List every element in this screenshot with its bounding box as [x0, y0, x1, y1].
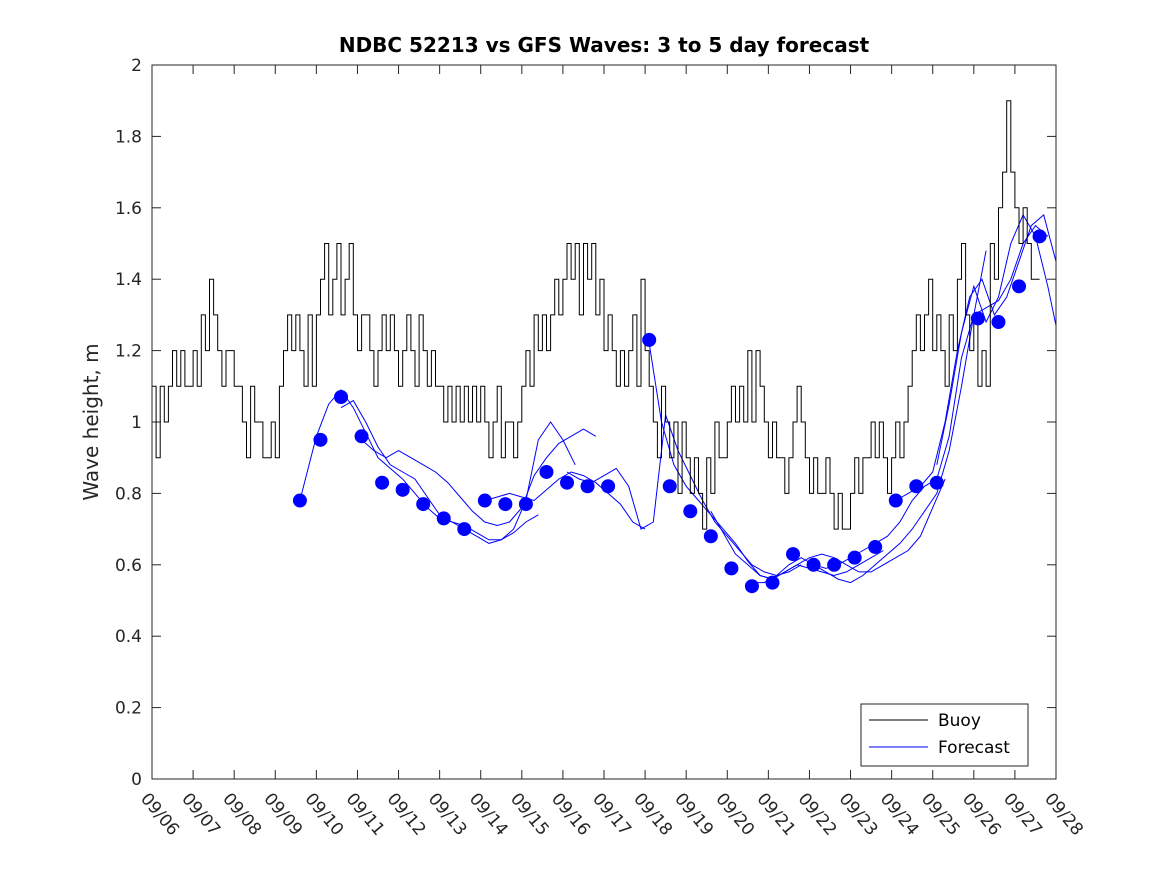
- forecast-point-17: [662, 479, 677, 494]
- y-tick-label-7: 1.4: [115, 270, 142, 290]
- forecast-point-7: [436, 511, 451, 526]
- plot-area: [152, 65, 1056, 779]
- forecast-point-32: [991, 315, 1006, 330]
- forecast-point-21: [744, 579, 759, 594]
- forecast-point-2: [334, 390, 349, 405]
- forecast-point-24: [806, 557, 821, 572]
- forecast-run-line-1: [340, 399, 576, 544]
- legend: Buoy Forecast: [860, 703, 1029, 767]
- forecast-point-11: [518, 497, 533, 512]
- forecast-point-18: [683, 504, 698, 519]
- forecast-point-13: [560, 475, 575, 490]
- forecast-point-33: [1012, 279, 1027, 294]
- forecast-run-line-6: [710, 478, 946, 580]
- forecast-point-4: [375, 475, 390, 490]
- y-tick-label-2: 0.4: [115, 627, 142, 647]
- y-tick-label-0: 0: [131, 770, 142, 790]
- forecast-point-31: [970, 311, 985, 326]
- axes-box: [151, 64, 1057, 780]
- forecast-point-12: [539, 464, 554, 479]
- legend-buoy-label: Buoy: [938, 711, 981, 731]
- forecast-run-line-7: [751, 250, 987, 584]
- forecast-point-8: [457, 522, 472, 537]
- y-axis-label: Wave height, m: [79, 343, 103, 500]
- forecast-point-23: [786, 547, 801, 562]
- y-tick-label-6: 1.2: [115, 342, 142, 362]
- y-axis-ticks: 0 0.2 0.4 0.6 0.8 1 1.2 1.4 1.6 1.8 2: [115, 56, 1056, 790]
- legend-box: [860, 703, 1029, 767]
- forecast-point-27: [868, 539, 883, 554]
- legend-forecast-label: Forecast: [938, 738, 1010, 758]
- forecast-point-3: [354, 429, 369, 444]
- forecast-point-19: [703, 529, 718, 544]
- forecast-run-line-4: [566, 414, 802, 577]
- forecast-run-line-2: [361, 428, 597, 527]
- y-tick-label-5: 1: [131, 413, 142, 433]
- y-tick-label-8: 1.6: [115, 199, 142, 219]
- buoy-line: [152, 100, 1040, 530]
- forecast-point-22: [765, 575, 780, 590]
- forecast-point-26: [847, 550, 862, 565]
- y-tick-label-4: 0.8: [115, 484, 142, 504]
- forecast-point-9: [477, 493, 492, 508]
- chart-title: NDBC 52213 vs GFS Waves: 3 to 5 day fore…: [339, 33, 870, 57]
- forecast-markers: [292, 229, 1047, 594]
- forecast-point-5: [395, 482, 410, 497]
- forecast-run-line-10: [936, 213, 1057, 465]
- forecast-point-25: [827, 557, 842, 572]
- forecast-point-30: [929, 475, 944, 490]
- y-tick-label-9: 1.8: [115, 127, 142, 147]
- forecast-point-16: [642, 332, 657, 347]
- forecast-point-34: [1032, 229, 1047, 244]
- forecast-point-15: [601, 479, 616, 494]
- forecast-point-6: [416, 497, 431, 512]
- forecast-point-0: [292, 493, 307, 508]
- y-tick-label-1: 0.2: [115, 699, 142, 719]
- y-tick-label-10: 2: [131, 56, 142, 76]
- forecast-point-29: [909, 479, 924, 494]
- forecast-run-line-3: [484, 471, 646, 530]
- forecast-point-1: [313, 432, 328, 447]
- forecast-point-28: [888, 493, 903, 508]
- forecast-point-20: [724, 561, 739, 576]
- y-tick-label-3: 0.6: [115, 556, 142, 576]
- forecast-point-10: [498, 497, 513, 512]
- forecast-point-14: [580, 479, 595, 494]
